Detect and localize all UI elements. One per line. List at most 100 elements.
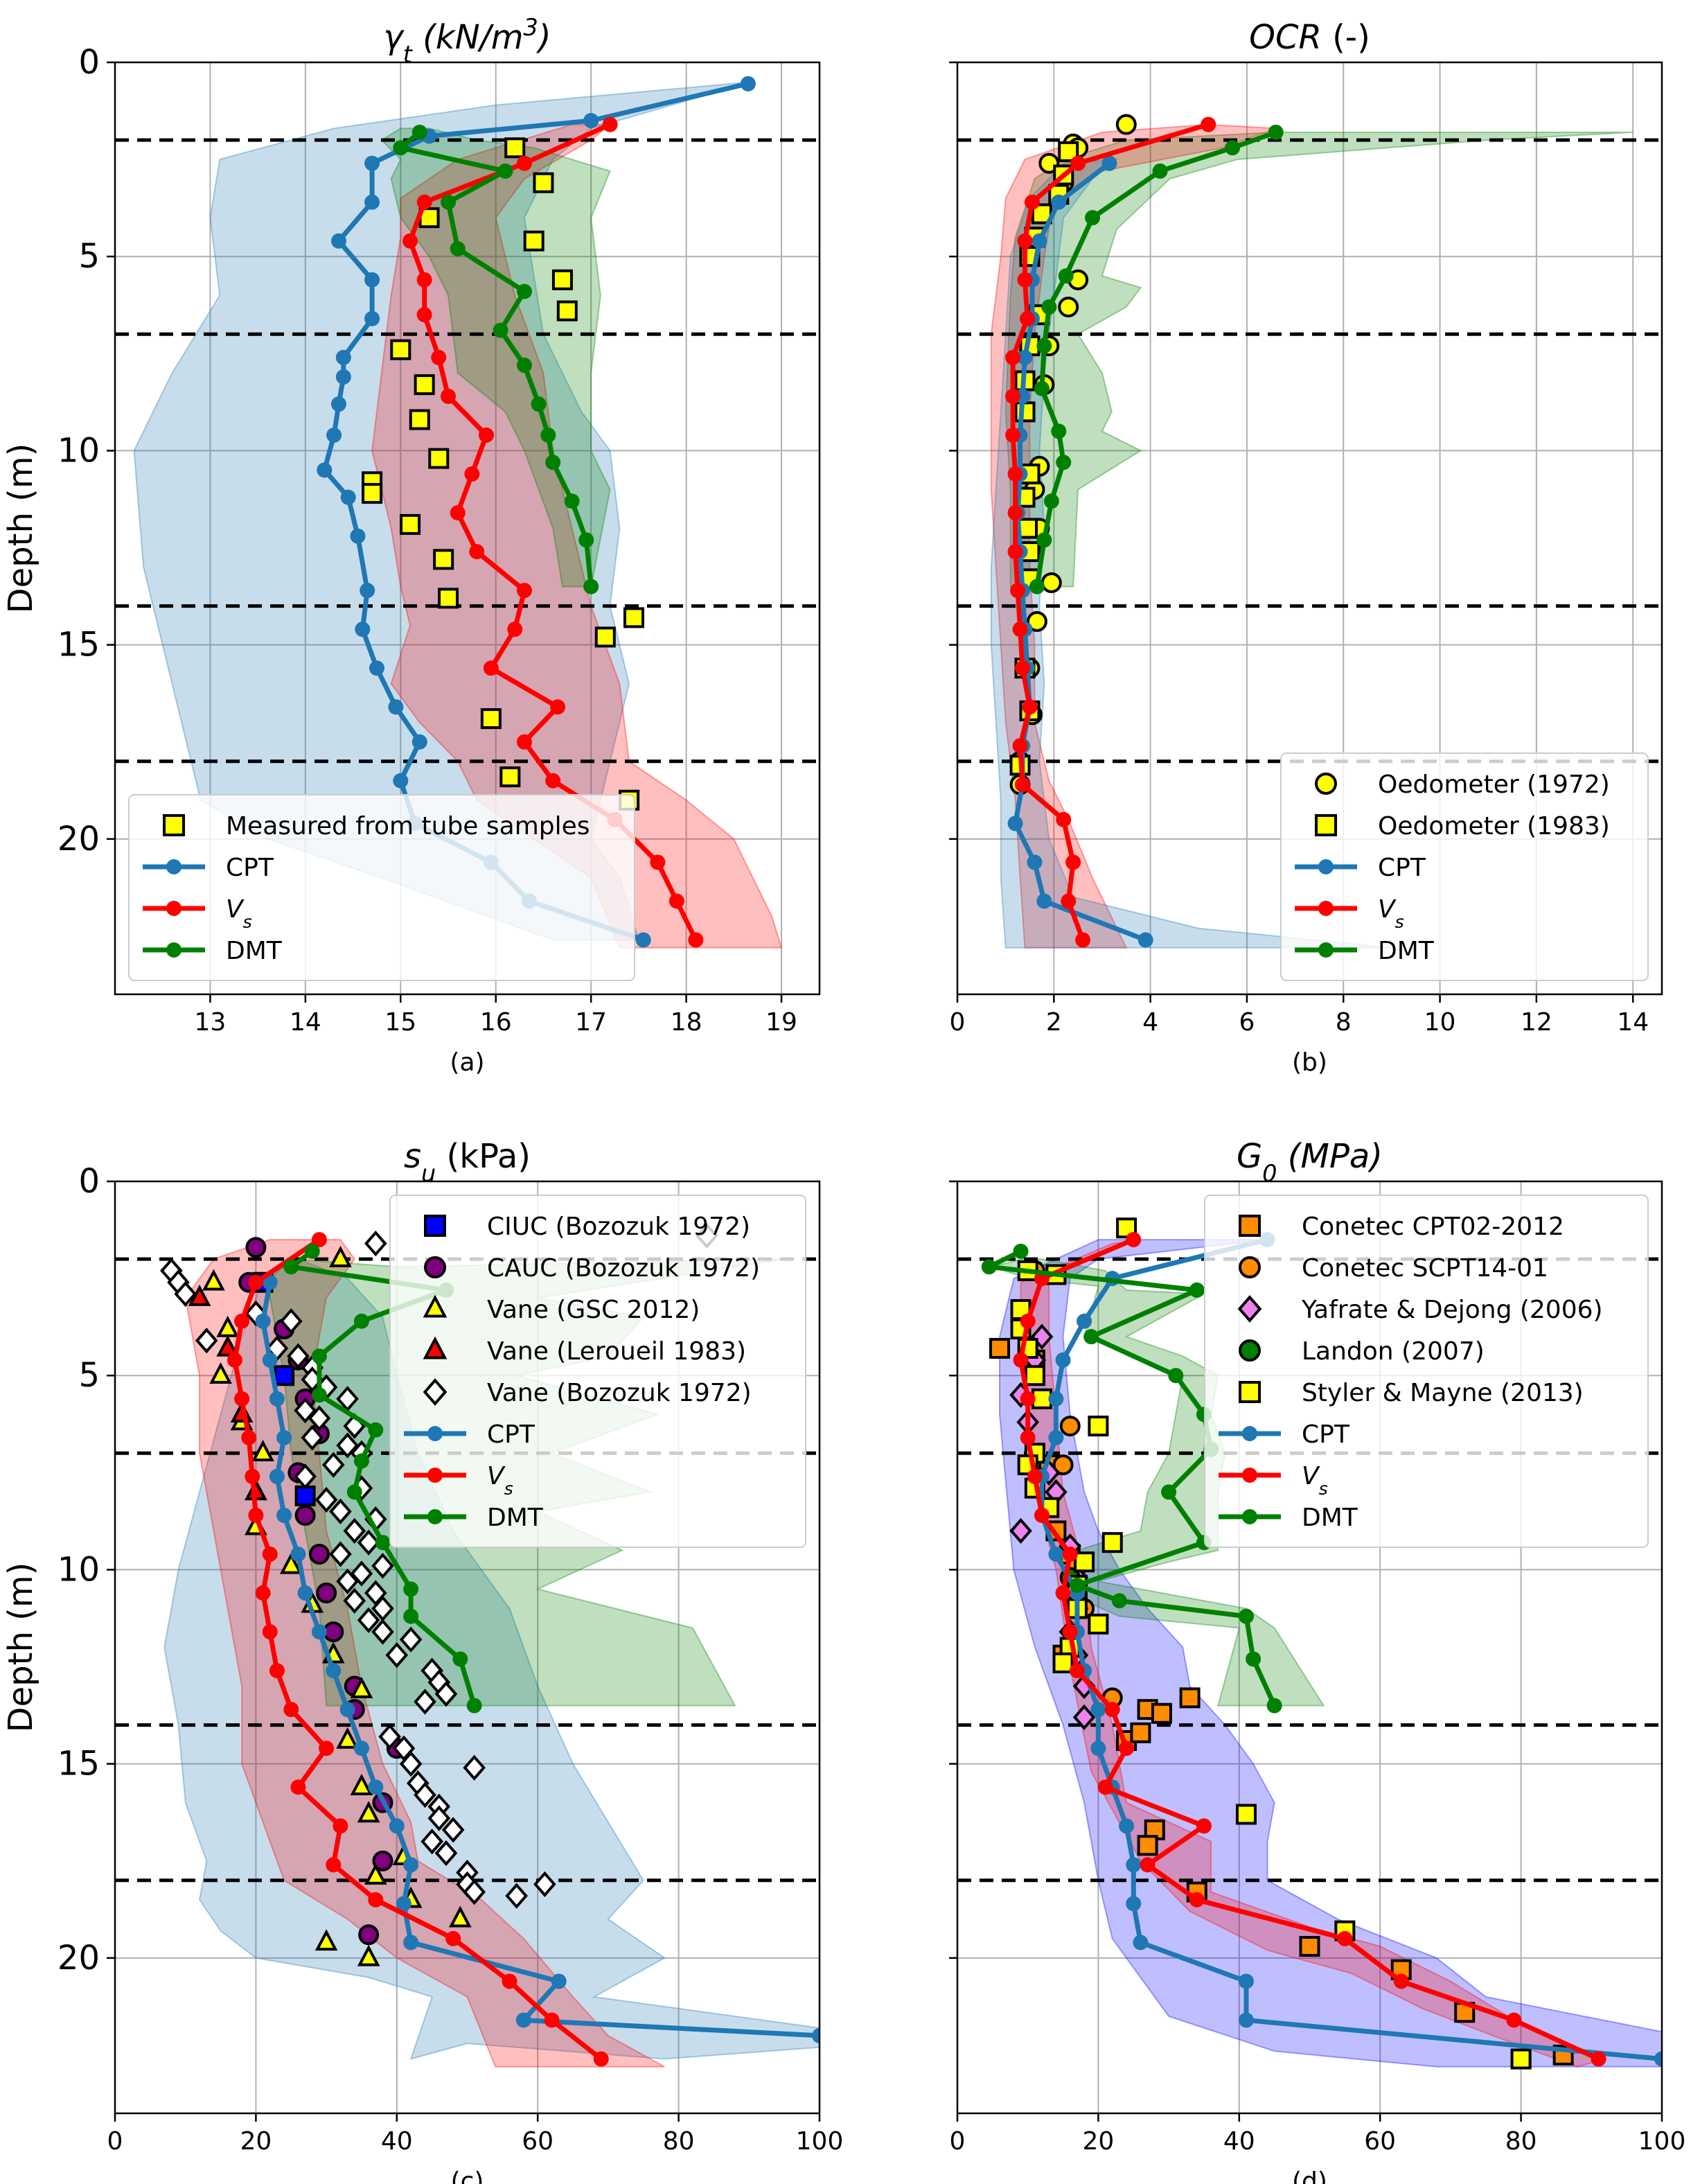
- series-point-vs: [290, 1779, 306, 1795]
- legend-label: DMT: [1378, 937, 1435, 965]
- marker-tube: [390, 339, 411, 360]
- marker-tube: [594, 626, 616, 648]
- series-point-cpt: [1027, 854, 1043, 870]
- y-tick-label: 10: [57, 1550, 100, 1589]
- legend-box: [128, 794, 635, 981]
- series-point-cpt: [1654, 2051, 1662, 2067]
- legend-marker-swatch: [424, 1256, 446, 1278]
- series-point-cpt: [1048, 1429, 1064, 1445]
- marker-group-vboz: [160, 1222, 718, 1909]
- legend-point-swatch: [166, 859, 181, 874]
- series-point-cpt: [812, 2027, 820, 2043]
- series-point-vs: [416, 307, 432, 323]
- marker-tube: [414, 374, 435, 396]
- chart-title-part: (MPa): [1277, 1137, 1383, 1176]
- series-point-vs: [269, 1663, 285, 1679]
- series-point-dmt: [564, 493, 580, 509]
- series-point-vs: [1012, 738, 1028, 754]
- series-point-vs: [262, 1547, 278, 1562]
- legend-label: CAUC (Bozozuk 1972): [487, 1254, 760, 1283]
- marker-vgsc: [315, 1929, 338, 1951]
- series-point-vs: [1196, 1818, 1212, 1834]
- x-tick-label: 8: [1336, 1008, 1352, 1037]
- series-point-dmt: [353, 1453, 369, 1469]
- series-point-vs: [507, 622, 523, 637]
- legend-marker-swatch: [423, 1378, 448, 1406]
- series-point-vs: [416, 194, 432, 210]
- series-point-vs: [469, 544, 485, 560]
- marker-styler: [1235, 1804, 1257, 1825]
- series-point-vs: [1140, 1857, 1156, 1873]
- series-point-vs: [227, 1352, 242, 1368]
- legend-point-swatch: [1318, 859, 1334, 874]
- series-point-dmt: [311, 1387, 327, 1403]
- series-point-dmt: [545, 455, 561, 470]
- chart-title-part: G: [1237, 1137, 1262, 1176]
- series-point-vs: [326, 1857, 342, 1873]
- plot-area: [115, 76, 820, 949]
- series-point-cpt: [262, 1274, 278, 1290]
- series-point-vs: [1012, 622, 1028, 637]
- legend-marker-swatch: [424, 1215, 446, 1237]
- marker-tube: [551, 269, 573, 290]
- series-point-cpt: [1017, 349, 1033, 365]
- band-dmt: [380, 127, 611, 588]
- series-point-dmt: [1083, 1329, 1099, 1345]
- panel-caption: (a): [450, 1048, 484, 1077]
- series-point-cpt: [276, 1429, 292, 1445]
- x-tick-label: 60: [1364, 2127, 1396, 2156]
- series-point-cpt: [369, 660, 384, 676]
- marker-vgsc: [350, 1774, 373, 1795]
- series-point-vs: [1065, 854, 1081, 870]
- series-point-cpt: [1119, 1818, 1135, 1834]
- y-axis-label: Depth (m): [1, 1562, 40, 1733]
- legend-label: Landon (2007): [1302, 1337, 1485, 1366]
- series-point-dmt: [1161, 1484, 1177, 1500]
- marker-styler: [1074, 1551, 1095, 1573]
- marker-vboz: [463, 1878, 486, 1905]
- series-point-vs: [1062, 1547, 1078, 1562]
- series-point-vs: [1020, 310, 1036, 326]
- series-point-dmt: [1152, 163, 1168, 179]
- series-point-dmt: [452, 1651, 468, 1667]
- chart-title: OCR (-): [1249, 18, 1370, 57]
- series-point-vs: [516, 734, 532, 750]
- legend-label: Vane (GSC 2012): [487, 1296, 700, 1324]
- marker-cauc: [308, 1544, 330, 1565]
- marker-vboz: [195, 1328, 218, 1354]
- marker-group-tube: [362, 137, 645, 811]
- series-point-cpt: [269, 1468, 285, 1484]
- marker-vgsc: [251, 1440, 274, 1462]
- legend-label-part: V: [1378, 895, 1397, 924]
- marker-oed83: [1031, 203, 1052, 224]
- series-point-cpt: [290, 1547, 306, 1562]
- series-point-cpt: [393, 773, 409, 789]
- series-point-vs: [1062, 1624, 1078, 1640]
- series-line-cpt: [1039, 1237, 1662, 2061]
- series-point-cpt: [1133, 1935, 1149, 1950]
- series-point-vs: [1104, 1702, 1120, 1718]
- x-tick-label: 0: [950, 2127, 966, 2156]
- series-point-cpt: [350, 528, 366, 544]
- series-point-dmt: [1029, 579, 1045, 595]
- marker-tube: [556, 300, 578, 322]
- series-point-cpt: [364, 194, 380, 210]
- series-point-cpt: [276, 1507, 292, 1523]
- marker-vboz: [279, 1308, 303, 1335]
- marker-vboz: [399, 1626, 423, 1653]
- series-point-vs: [1024, 194, 1040, 210]
- legend-box: [1280, 752, 1649, 981]
- chart-title-part: t: [403, 41, 414, 68]
- series-point-cpt: [1090, 1702, 1106, 1718]
- marker-vgsc: [357, 1801, 380, 1823]
- series-point-dmt: [981, 1259, 997, 1275]
- series-point-vs: [1010, 583, 1026, 599]
- series-point-dmt: [1111, 1593, 1127, 1609]
- series-point-vs: [688, 932, 704, 948]
- legend-marker-swatch: [1315, 814, 1337, 836]
- marker-vboz: [533, 1871, 556, 1897]
- series-point-cpt: [317, 462, 333, 478]
